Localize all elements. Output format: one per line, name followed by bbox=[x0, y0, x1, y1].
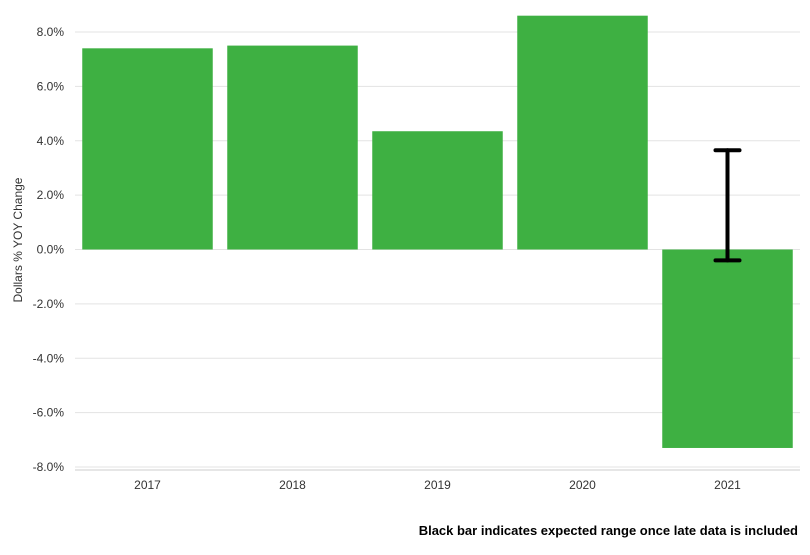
annotation-note: Black bar indicates expected range once … bbox=[418, 523, 798, 538]
bar-2019 bbox=[372, 131, 503, 250]
x-tick-label: 2020 bbox=[569, 478, 596, 492]
x-tick-label: 2017 bbox=[134, 478, 161, 492]
error-bar bbox=[713, 148, 742, 263]
bar-2021 bbox=[662, 249, 793, 448]
y-tick-label: 4.0% bbox=[37, 134, 65, 148]
y-tick-label: 0.0% bbox=[37, 243, 65, 257]
y-tick-label: -6.0% bbox=[33, 406, 65, 420]
y-tick-label: -2.0% bbox=[33, 297, 65, 311]
y-tick-label: 2.0% bbox=[37, 188, 65, 202]
x-tick-label: 2021 bbox=[714, 478, 741, 492]
y-tick-label: 8.0% bbox=[37, 25, 65, 39]
y-axis-label: Dollars % YOY Change bbox=[11, 177, 25, 302]
x-tick-labels: 2017 2018 2019 2020 2021 bbox=[134, 478, 741, 492]
y-tick-label: -8.0% bbox=[33, 460, 65, 474]
y-tick-labels: 8.0% 6.0% 4.0% 2.0% 0.0% -2.0% -4.0% -6.0% -8.0% bbox=[33, 25, 65, 474]
bar-2018 bbox=[227, 45, 358, 250]
x-tick-label: 2018 bbox=[279, 478, 306, 492]
y-tick-label: 6.0% bbox=[37, 79, 65, 93]
y-tick-label: -4.0% bbox=[33, 351, 65, 365]
x-tick-label: 2019 bbox=[424, 478, 451, 492]
bar-2020 bbox=[517, 15, 648, 250]
bars bbox=[82, 15, 793, 448]
bar-2017 bbox=[82, 48, 213, 250]
